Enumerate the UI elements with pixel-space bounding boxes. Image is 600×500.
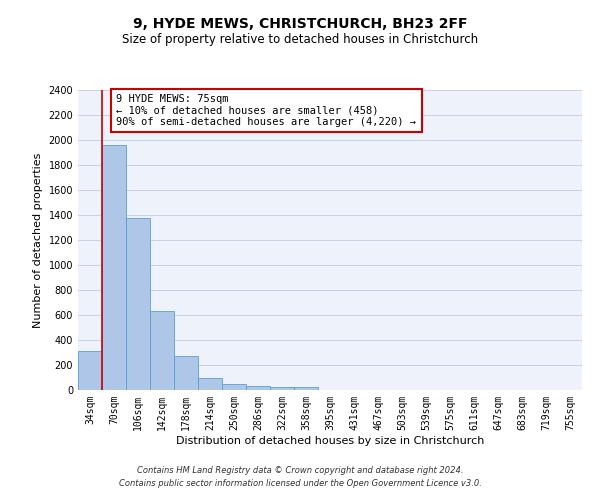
Bar	[270, 386, 294, 390]
Bar	[222, 384, 246, 390]
Bar	[78, 350, 102, 390]
Text: 9, HYDE MEWS, CHRISTCHURCH, BH23 2FF: 9, HYDE MEWS, CHRISTCHURCH, BH23 2FF	[133, 18, 467, 32]
Bar	[246, 386, 270, 390]
X-axis label: Distribution of detached houses by size in Christchurch: Distribution of detached houses by size …	[176, 436, 484, 446]
Bar	[126, 218, 150, 390]
Bar	[198, 378, 222, 390]
Text: Contains HM Land Registry data © Crown copyright and database right 2024.
Contai: Contains HM Land Registry data © Crown c…	[119, 466, 481, 487]
Y-axis label: Number of detached properties: Number of detached properties	[33, 152, 43, 328]
Text: Size of property relative to detached houses in Christchurch: Size of property relative to detached ho…	[122, 32, 478, 46]
Bar	[174, 356, 198, 390]
Bar	[150, 311, 174, 390]
Bar	[102, 145, 126, 390]
Bar	[294, 387, 318, 390]
Text: 9 HYDE MEWS: 75sqm
← 10% of detached houses are smaller (458)
90% of semi-detach: 9 HYDE MEWS: 75sqm ← 10% of detached hou…	[116, 94, 416, 127]
